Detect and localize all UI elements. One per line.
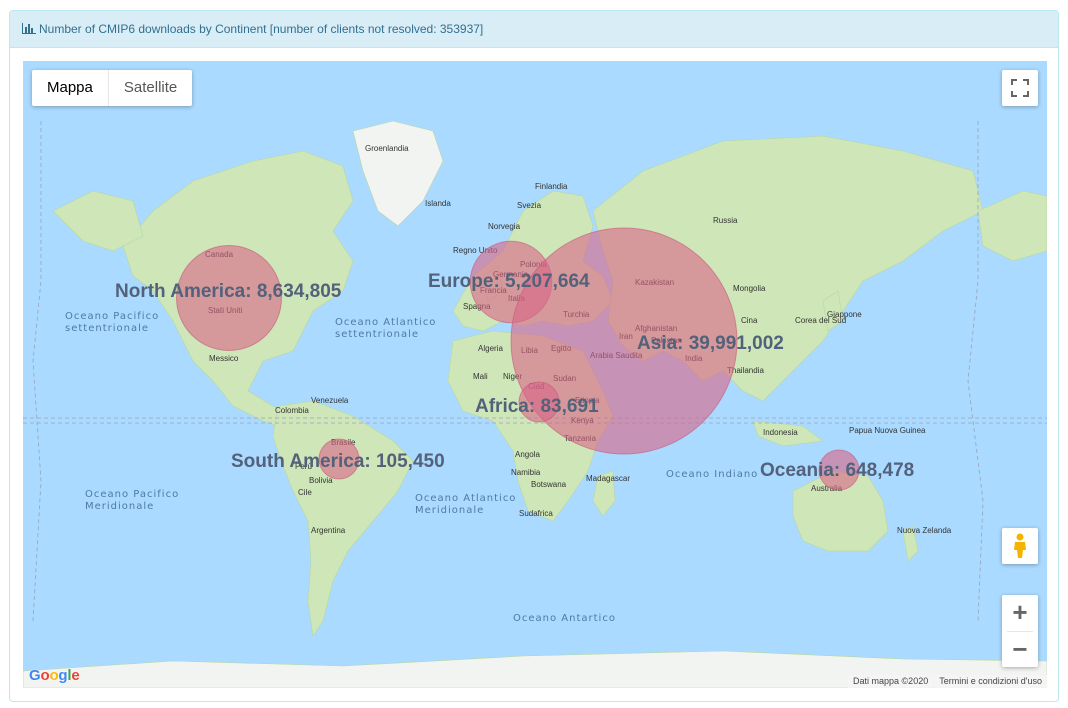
bubble-africa[interactable] [518, 381, 560, 423]
panel-heading: Number of CMIP6 downloads by Continent [… [10, 11, 1058, 48]
fullscreen-icon [1011, 79, 1029, 97]
place-label: Niger [503, 372, 522, 381]
map-data-credit: Dati mappa ©2020 [848, 675, 934, 688]
place-label: Indonesia [763, 428, 798, 437]
bar-chart-icon [22, 23, 36, 34]
place-label: Botswana [531, 480, 567, 489]
place-label: Norvegia [488, 222, 521, 231]
bubble-south-america[interactable] [318, 438, 360, 480]
place-label: Perù [295, 462, 312, 471]
label-africa: Africa: 83,691 [475, 396, 599, 417]
ocean-label: Oceano Atlantico settentrionale [335, 317, 436, 340]
ocean-label: Oceano Atlantico Meridionale [415, 493, 516, 516]
map-canvas[interactable]: Groenlandia Islanda Finlandia Svezia Nor… [23, 61, 1047, 688]
ocean-label: Oceano Pacifico Meridionale [85, 489, 179, 512]
google-logo[interactable]: Google [29, 667, 80, 684]
place-label: Sudafrica [519, 509, 553, 518]
place-label: Australia [811, 484, 843, 493]
place-label: Thailandia [727, 366, 764, 375]
place-label: Algeria [478, 344, 503, 353]
fullscreen-button[interactable] [1002, 70, 1038, 106]
place-label: Regno Unito [453, 246, 498, 255]
zoom-control: + − [1002, 595, 1038, 667]
place-label: Russia [713, 216, 738, 225]
label-north-america: North America: 8,634,805 [115, 281, 342, 302]
zoom-in-button[interactable]: + [1012, 597, 1028, 628]
place-label: Argentina [311, 526, 346, 535]
ocean-label: Oceano Indiano [666, 469, 758, 480]
place-label: Angola [515, 450, 540, 459]
bubble-asia[interactable] [510, 227, 738, 455]
zoom-separator [1007, 630, 1033, 632]
terms-link[interactable]: Termini e condizioni d'uso [934, 675, 1047, 688]
place-label: Papua Nuova Guinea [849, 426, 926, 435]
map-type-satellite-button[interactable]: Satellite [123, 79, 178, 96]
map-type-control: Mappa Satellite [32, 70, 193, 106]
place-label: Islanda [425, 199, 451, 208]
place-label: Corea del Sud [795, 316, 846, 325]
place-label: Bolivia [309, 476, 333, 485]
label-oceania: Oceania: 648,478 [760, 460, 914, 481]
place-label: Venezuela [311, 396, 349, 405]
bubble-oceania[interactable] [818, 449, 860, 491]
place-label: Spagna [463, 302, 491, 311]
map-attribution: Dati mappa ©2020 Termini e condizioni d'… [848, 675, 1047, 688]
place-label: Mali [473, 372, 488, 381]
street-view-button[interactable] [1002, 528, 1038, 564]
place-label: Madagascar [586, 474, 630, 483]
label-asia: Asia: 39,991,002 [637, 333, 784, 354]
place-label: Namibia [511, 468, 541, 477]
label-south-america: South America: 105,450 [231, 451, 445, 472]
pegman-icon [1014, 533, 1026, 558]
zoom-out-button[interactable]: − [1012, 633, 1028, 664]
world-map[interactable]: Groenlandia Islanda Finlandia Svezia Nor… [23, 61, 1047, 688]
place-label: Cile [298, 488, 312, 497]
label-europe: Europe: 5,207,664 [428, 271, 590, 292]
place-label: Nuova Zelanda [897, 526, 952, 535]
ocean-label: Oceano Antartico [513, 613, 616, 624]
place-label: Messico [209, 354, 239, 363]
map-type-map-button[interactable]: Mappa [32, 70, 109, 106]
place-label: Cina [741, 316, 758, 325]
place-label: Colombia [275, 406, 309, 415]
downloads-panel: Number of CMIP6 downloads by Continent [… [9, 10, 1059, 702]
place-label: Svezia [517, 201, 542, 210]
google-logo-text: Google [29, 667, 80, 684]
place-label: Giappone [827, 310, 862, 319]
place-label: Groenlandia [365, 144, 409, 153]
continent-bubbles[interactable] [175, 227, 860, 491]
bubble-labels: North America: 8,634,805 Europe: 5,207,6… [115, 271, 914, 481]
panel-title: Number of CMIP6 downloads by Continent [… [39, 22, 484, 36]
bubble-north-america[interactable] [175, 244, 283, 352]
place-label: Finlandia [535, 182, 568, 191]
place-label: Mongolia [733, 284, 766, 293]
ocean-labels: Oceano Pacifico settentrionale Oceano Atl… [65, 311, 758, 624]
ocean-label: Oceano Pacifico settentrionale [65, 311, 159, 334]
